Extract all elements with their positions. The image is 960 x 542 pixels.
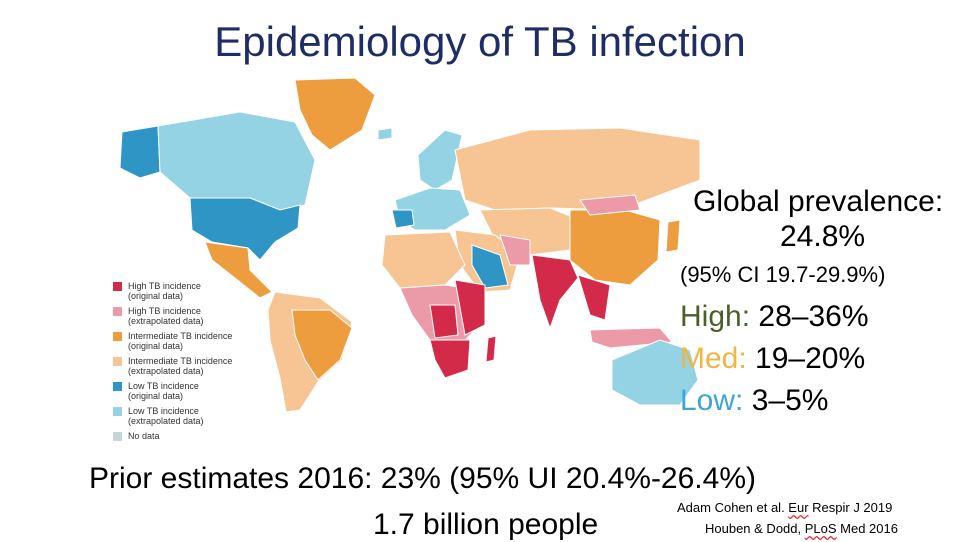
mexico [204,241,273,299]
legend-swatch [113,382,122,391]
australia [611,339,699,406]
citation-cohen: Adam Cohen et al. Eur Respir J 2019 [677,500,893,515]
japan [665,219,681,253]
madagascar [485,335,497,363]
global-prevalence-ci: (95% CI 19.7-29.9%) [680,262,886,287]
saudi-arabia [471,244,509,289]
med-label: Med: [680,342,747,375]
canada [157,111,316,211]
med-prevalence: Med: 19–20% [680,342,865,376]
legend-swatch [113,407,122,416]
legend-label: Low TB incidence [128,406,199,416]
legend-item-high-extrapolated: High TB incidence (extrapolated data) [113,306,232,331]
legend-item-intermediate-extrapolated: Intermediate TB incidence (extrapolated d… [113,356,232,381]
citation-houben: Houben & Dodd, PLoS Med 2016 [705,521,898,536]
global-prevalence-value: 24.8% [780,220,866,253]
russia [454,127,700,211]
legend-label: Intermediate TB incidence [128,331,233,341]
southern-africa [429,339,471,379]
legend-label: Low TB incidence [128,381,199,391]
med-value: 19–20% [755,342,866,375]
legend-swatch [113,357,122,366]
legend-item-low-original: Low TB incidence (original data) [113,381,232,406]
iceland [377,127,393,141]
usa [189,197,301,261]
people-count: 1.7 billion people [373,508,599,541]
legend-swatch [113,432,122,441]
china [569,209,661,286]
legend-swatch [113,307,122,316]
legend-sublabel: (original data) [128,291,184,301]
legend-sublabel: (original data) [128,341,184,351]
iberia [391,209,415,229]
southeast-asia [577,274,611,321]
legend-label: Intermediate TB incidence [128,356,233,366]
north-africa [381,231,466,289]
prior-estimates: Prior estimates 2016: 23% (95% UI 20.4%-… [89,462,756,495]
journal-name: Eur [788,500,809,515]
india [531,254,579,330]
legend-sublabel: (original data) [128,391,184,401]
greenland [294,77,376,151]
drc [429,304,459,339]
low-prevalence: Low: 3–5% [680,384,828,418]
low-value: 3–5% [751,384,829,417]
legend-swatch [113,282,122,291]
east-africa [454,279,486,336]
iran [499,234,531,266]
indonesia [589,327,674,349]
world-tb-map [119,77,700,413]
legend-label: High TB incidence [128,306,201,316]
low-label: Low: [680,384,744,417]
slide-title: Epidemiology of TB infection [214,18,746,65]
brazil [291,309,353,381]
high-label: High: [680,300,751,333]
alaska [119,125,161,179]
legend-label: High TB incidence [128,281,201,291]
legend-swatch [113,332,122,341]
legend-item-no-data: No data [113,431,232,456]
mongolia [579,194,641,216]
journal-name: PLoS [804,521,837,536]
global-prevalence-label: Global prevalence: [693,185,944,218]
legend-item-low-extrapolated: Low TB incidence (extrapolated data) [113,406,232,431]
legend-sublabel: (extrapolated data) [128,366,204,376]
legend-item-high-original: High TB incidence (original data) [113,281,232,306]
high-prevalence: High: 28–36% [680,300,869,334]
high-value: 28–36% [758,300,869,333]
legend-item-intermediate-original: Intermediate TB incidence (original data) [113,331,232,356]
map-legend: High TB incidence (original data) High TB… [113,281,232,456]
scandinavia [417,129,463,191]
legend-sublabel: (extrapolated data) [128,316,204,326]
legend-sublabel: (extrapolated data) [128,416,204,426]
legend-label: No data [128,431,160,441]
